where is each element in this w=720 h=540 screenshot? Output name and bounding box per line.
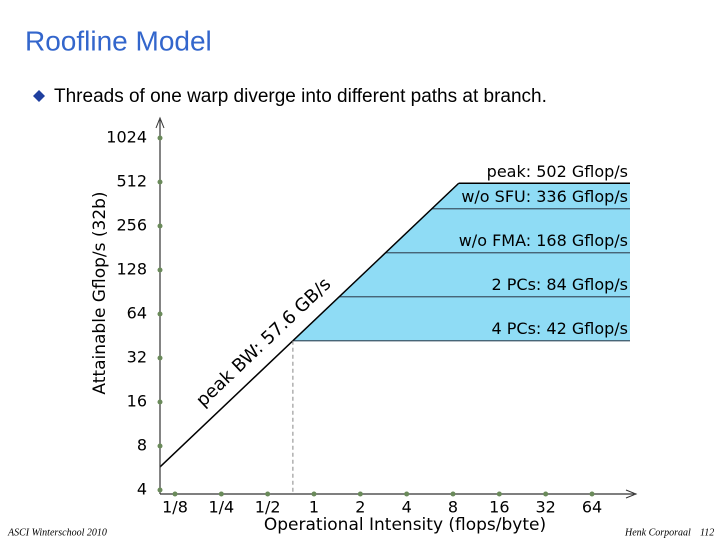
x-tick-mark — [172, 491, 178, 497]
y-tick-label: 32 — [127, 348, 147, 367]
ceiling-label: peak: 502 Gflop/s — [487, 162, 628, 181]
bandwidth-label: peak BW: 57.6 GB/s — [192, 274, 335, 411]
x-tick-mark — [265, 491, 271, 497]
y-tick-mark — [157, 267, 163, 273]
footer-left: ASCI Winterschool 2010 — [7, 527, 107, 538]
y-tick-label: 64 — [127, 304, 147, 323]
x-axis-label: Operational Intensity (flops/byte) — [264, 515, 546, 535]
x-tick-mark — [218, 491, 224, 497]
y-tick-mark — [157, 223, 163, 229]
footer-center: Henk Corporaal — [624, 527, 691, 538]
x-tick-label: 64 — [582, 498, 602, 517]
ceiling-label: w/o SFU: 336 Gflop/s — [461, 187, 628, 206]
plot: peak: 502 Gflop/s w/o SFU: 336 Gflop/s w/o… — [106, 116, 638, 517]
x-tick-label: 1/8 — [162, 498, 188, 517]
bandwidth-line — [159, 182, 460, 468]
ceiling-label: w/o FMA: 168 Gflop/s — [459, 231, 628, 250]
ceiling-label: 4 PCs: 42 Gflop/s — [492, 319, 629, 338]
x-tick-label: 4 — [402, 498, 412, 517]
x-tick-label: 8 — [448, 498, 458, 517]
x-tick-label: 1/2 — [255, 498, 281, 517]
y-tick-mark — [157, 311, 163, 317]
y-tick-mark — [157, 179, 163, 185]
y-tick-mark — [157, 355, 163, 361]
bullet-marker — [33, 90, 45, 102]
bullet-text: Threads of one warp diverge into differe… — [54, 86, 547, 107]
y-tick-mark — [157, 135, 163, 141]
x-tick-label: 2 — [355, 498, 365, 517]
y-tick-label: 8 — [137, 436, 147, 455]
y-tick-label: 1024 — [106, 128, 147, 147]
x-tick-mark — [450, 491, 456, 497]
y-tick-label: 512 — [116, 172, 147, 191]
x-tick-mark — [496, 491, 502, 497]
y-tick-label: 16 — [127, 392, 147, 411]
attainable-region — [292, 183, 630, 341]
y-tick-label: 128 — [116, 260, 147, 279]
ceiling-label: 2 PCs: 84 Gflop/s — [492, 275, 629, 294]
x-tick-label: 16 — [489, 498, 509, 517]
y-axis-arrow — [155, 116, 165, 129]
x-tick-mark — [311, 491, 317, 497]
y-tick-label: 4 — [137, 480, 147, 499]
x-tick-label: 1/4 — [208, 498, 234, 517]
y-tick-mark — [157, 443, 163, 449]
y-tick-mark — [157, 399, 163, 405]
page-number: 112 — [700, 527, 714, 538]
y-axis-label: Attainable Gflop/s (32b) — [90, 191, 110, 394]
x-tick-label: 32 — [535, 498, 555, 517]
x-tick-mark — [543, 491, 549, 497]
x-axis-arrow — [625, 489, 638, 499]
y-tick-label: 256 — [116, 216, 147, 235]
x-tick-mark — [404, 491, 410, 497]
slide-title: Roofline Model — [25, 25, 212, 56]
x-tick-mark — [357, 491, 363, 497]
x-tick-label: 1 — [309, 498, 319, 517]
x-tick-mark — [589, 491, 595, 497]
y-tick-mark — [157, 487, 163, 493]
